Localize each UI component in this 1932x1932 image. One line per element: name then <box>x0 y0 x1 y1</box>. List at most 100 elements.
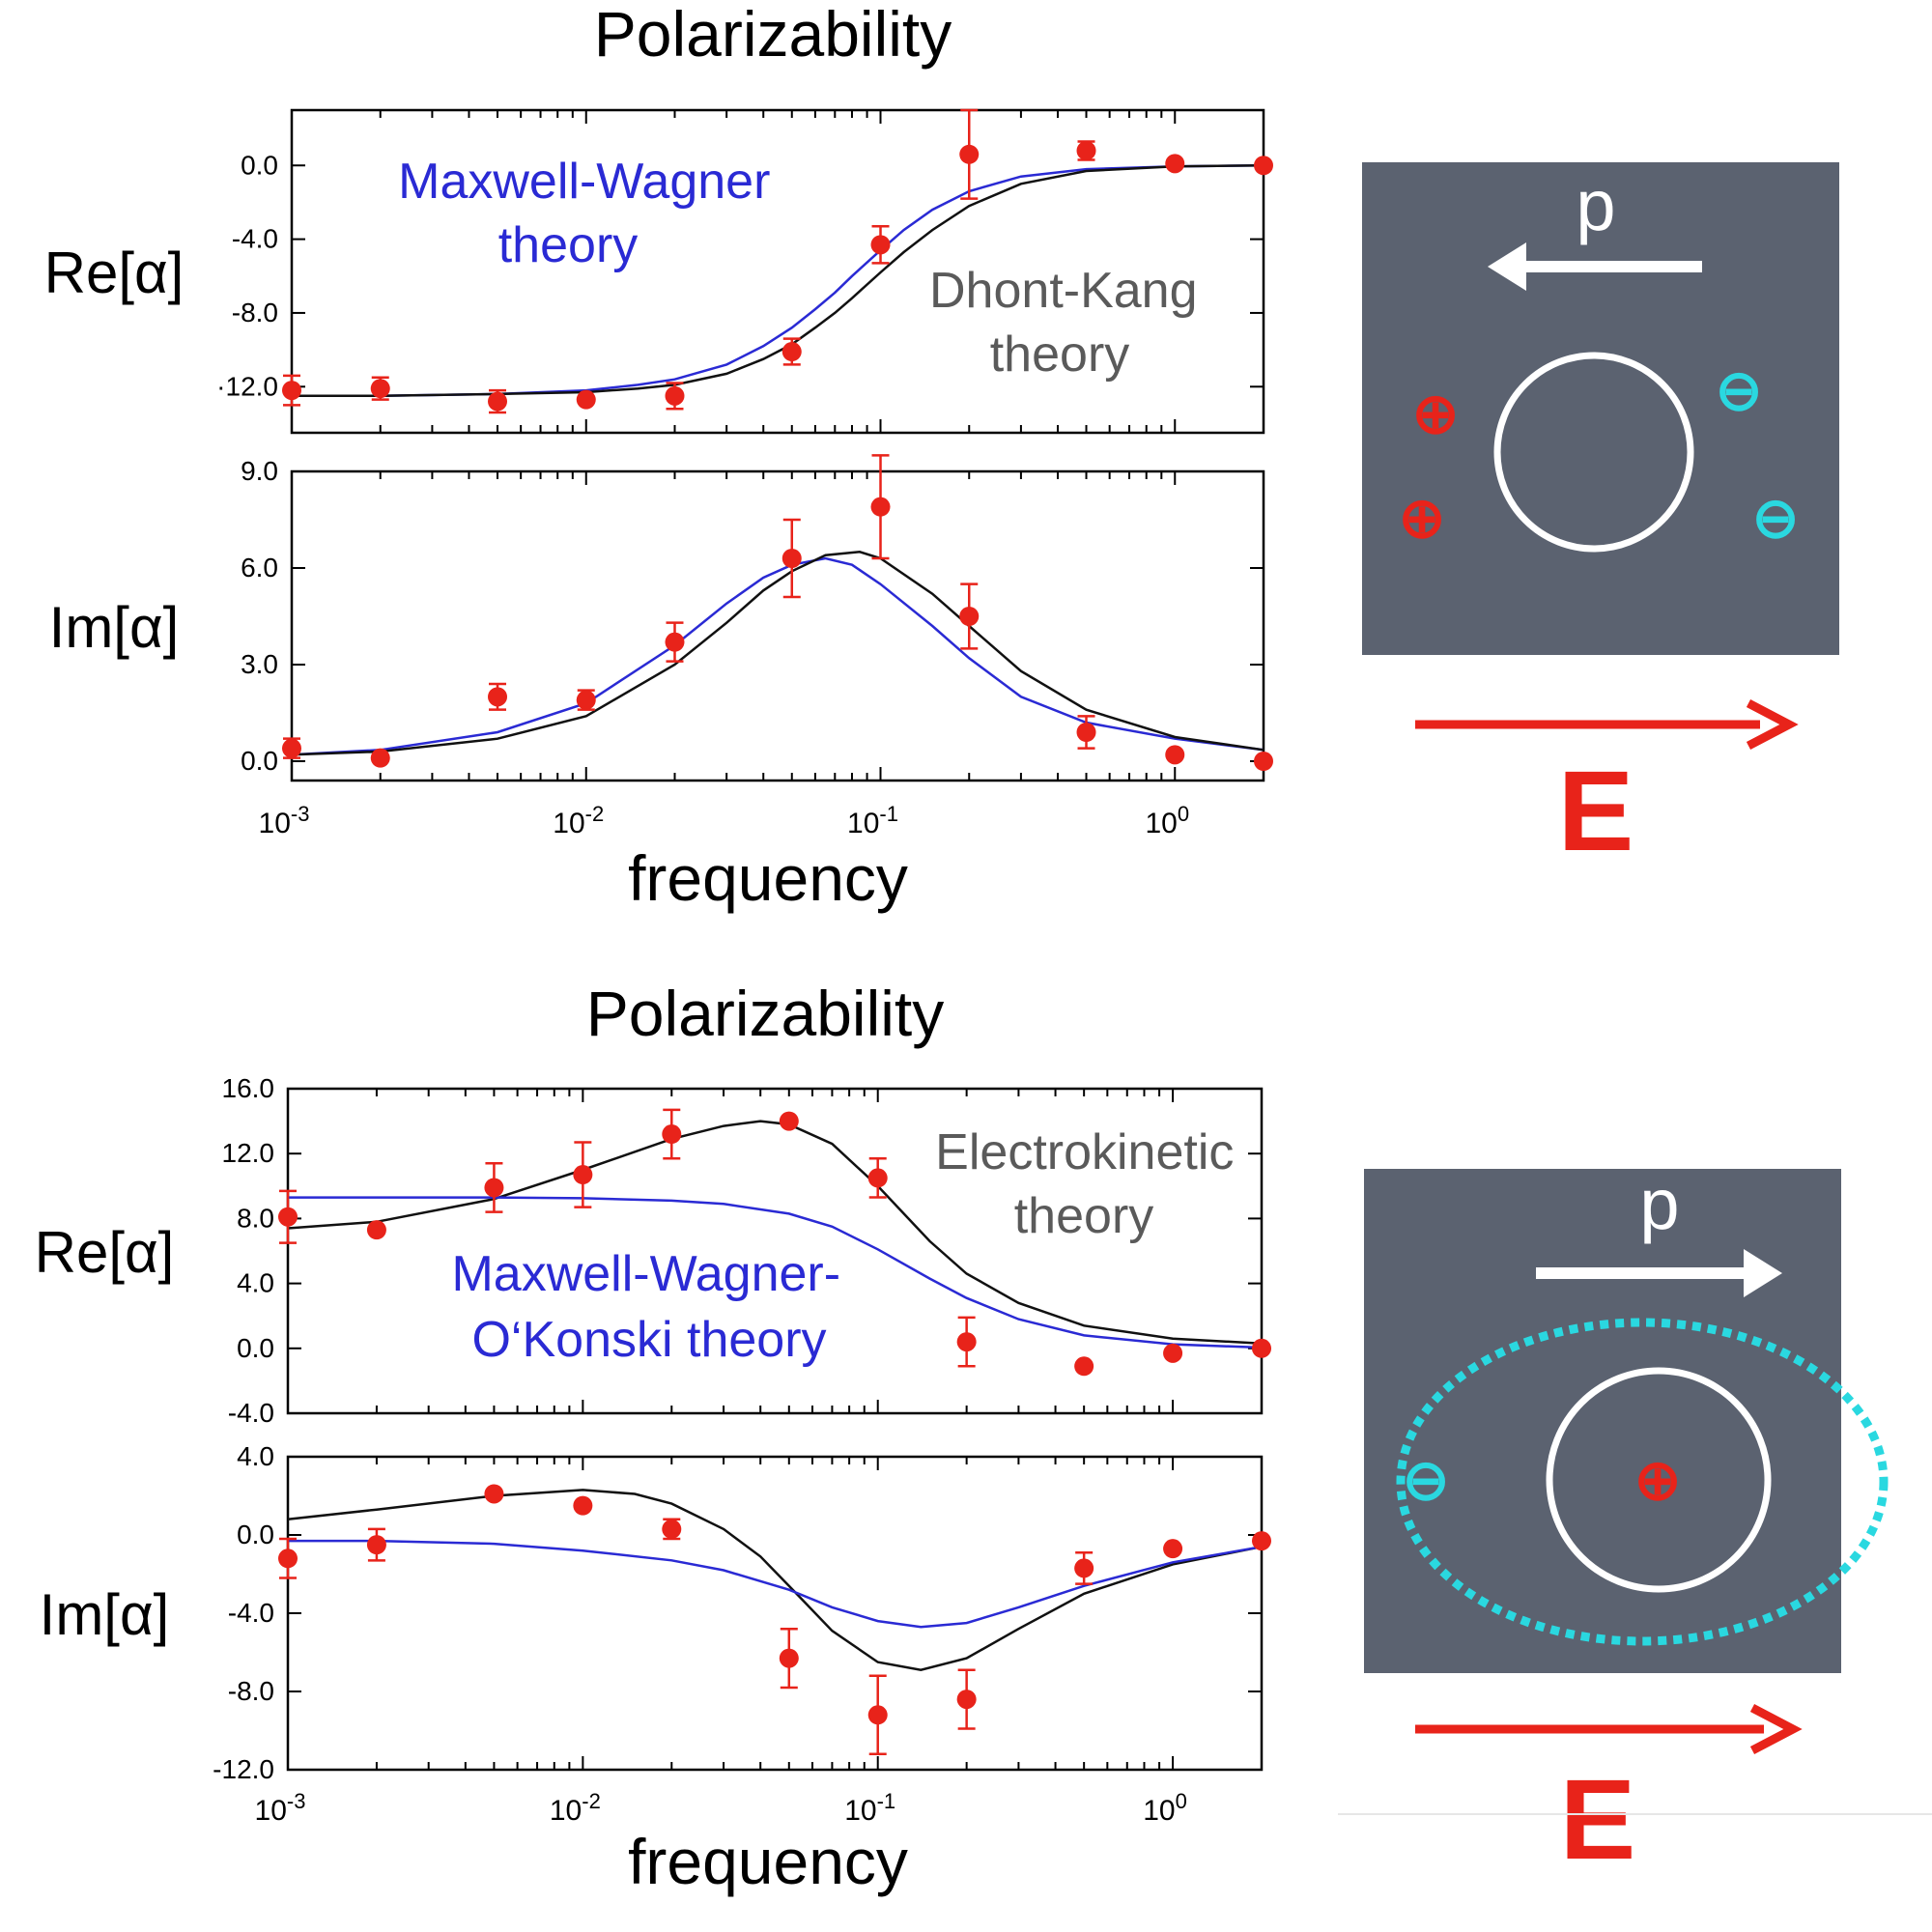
y-tick-label: 0.0 <box>241 150 278 180</box>
data-point <box>573 1495 593 1516</box>
series-line <box>291 551 1264 756</box>
field-label: E <box>1560 1756 1636 1884</box>
series-line <box>291 556 1264 756</box>
data-point <box>1163 1343 1183 1363</box>
panel-bottom-title: Polarizability <box>586 978 944 1049</box>
negative-charge: ⊖ <box>1716 359 1763 422</box>
particle-circle <box>1493 352 1694 553</box>
data-point <box>959 144 980 164</box>
y-tick-label: 0.0 <box>241 746 278 776</box>
x-tick-label: 10-1 <box>847 802 898 839</box>
data-point <box>370 748 390 768</box>
y-tick-label: -4.0 <box>228 1598 274 1628</box>
y-tick-label: -4.0 <box>228 1398 274 1428</box>
data-point <box>576 690 596 710</box>
counterion-layer-dashed <box>1396 1318 1889 1646</box>
plot-frame <box>286 1087 1264 1415</box>
annotation-line: theory <box>498 217 639 273</box>
chart-top-imag: 0.0 3.0 6.0 9.0 10-3 10-2 10-1 100 Im[α] <box>49 454 1273 839</box>
data-point <box>781 342 802 362</box>
series-line <box>288 1196 1263 1350</box>
y-tick-label: 12.0 <box>222 1138 275 1168</box>
annotation-line: Maxwell-Wagner <box>398 154 770 210</box>
y-tick-label: ·12.0 <box>216 371 278 401</box>
positive-charge: ⊕ <box>1399 487 1446 550</box>
schematic-background <box>1362 162 1839 655</box>
negative-charge: ⊖ <box>1752 487 1800 550</box>
data-point <box>484 1178 504 1198</box>
x-tick-label: 100 <box>1145 802 1189 839</box>
y-tick-label: 4.0 <box>237 1268 274 1298</box>
data-point <box>1254 752 1273 771</box>
data-point <box>488 391 508 412</box>
annotation-line: O‘Konski theory <box>471 1312 826 1368</box>
data-point <box>1076 140 1096 160</box>
field-arrowhead <box>1746 699 1799 750</box>
y-tick-label: -8.0 <box>232 298 278 327</box>
annotation-line: theory <box>990 327 1130 383</box>
y-tick-label: 3.0 <box>241 649 278 679</box>
data-point <box>1163 1539 1183 1559</box>
data-point <box>484 1484 504 1504</box>
y-tick-label: 16.0 <box>222 1073 275 1103</box>
data-point <box>870 497 891 517</box>
data-point <box>1076 723 1096 742</box>
data-point <box>282 738 301 758</box>
y-axis-label: Im[α] <box>40 1582 170 1647</box>
chart-bottom-imag: -12.0 -8.0 -4.0 0.0 4.0 10-3 10-2 10-1 100 Im[α] <box>40 1441 1271 1827</box>
positive-charge: ⊕ <box>1412 383 1460 445</box>
data-point <box>956 1332 977 1352</box>
y-axis-label: Re[α] <box>35 1220 175 1285</box>
field-label: E <box>1558 748 1634 875</box>
dipole-arrowhead <box>1744 1249 1782 1297</box>
data-point <box>282 381 301 401</box>
field-arrowhead <box>1749 1704 1803 1754</box>
annotation-line: Maxwell-Wagner- <box>451 1246 840 1302</box>
data-point <box>1254 156 1273 176</box>
x-tick-label: 10-3 <box>255 1789 306 1827</box>
y-axis-label: Re[α] <box>44 241 185 305</box>
data-point <box>488 687 508 707</box>
y-tick-label: -8.0 <box>228 1676 274 1706</box>
y-tick-label: 9.0 <box>241 456 278 486</box>
top-x-axis-label: frequency <box>628 842 908 914</box>
data-point <box>366 1535 386 1555</box>
y-tick-label: 0.0 <box>237 1333 274 1363</box>
data-point <box>662 1519 682 1539</box>
y-tick-label: -12.0 <box>213 1754 274 1784</box>
annotation-maxwell-wagner-okonski: Maxwell-Wagner- O‘Konski theory <box>451 1246 854 1368</box>
x-tick-label: 10-3 <box>259 802 310 839</box>
data-point <box>665 385 685 406</box>
data-point <box>959 607 980 626</box>
x-tick-label: 10-2 <box>553 802 604 839</box>
x-tick-label: 10-2 <box>550 1789 601 1827</box>
y-tick-label: -4.0 <box>232 224 278 254</box>
annotation-dhont-kang: Dhont-Kang theory <box>929 263 1211 383</box>
data-point <box>576 389 596 410</box>
series-line <box>287 1489 1263 1671</box>
schematic-bottom: p ⊕ ⊖ E <box>1338 1164 1932 1884</box>
annotation-maxwell-wagner: Maxwell-Wagner theory <box>398 154 784 273</box>
x-tick-label: 100 <box>1143 1789 1187 1827</box>
dipole-label: p <box>1576 165 1615 245</box>
y-axis-label: Im[α] <box>49 595 180 660</box>
data-point <box>956 1690 977 1710</box>
positive-charge: ⊕ <box>1634 1449 1682 1512</box>
data-point <box>1074 1356 1094 1377</box>
y-tick-label: 8.0 <box>237 1203 274 1233</box>
data-point <box>1165 745 1185 765</box>
annotation-line: Electrokinetic <box>935 1124 1234 1180</box>
data-point <box>779 1648 799 1668</box>
plot-frame <box>290 469 1265 782</box>
particle-circle <box>1546 1367 1772 1593</box>
data-point <box>366 1220 386 1240</box>
data-point <box>1252 1531 1271 1551</box>
data-point <box>870 235 891 255</box>
data-point <box>370 379 390 399</box>
y-tick-label: 4.0 <box>237 1441 274 1471</box>
data-point <box>278 1207 298 1227</box>
negative-charge: ⊖ <box>1403 1449 1450 1512</box>
chart-top-real: ·12.0 -8.0 -4.0 0.0 Re[α] <box>44 108 1273 435</box>
data-point <box>1252 1338 1271 1358</box>
